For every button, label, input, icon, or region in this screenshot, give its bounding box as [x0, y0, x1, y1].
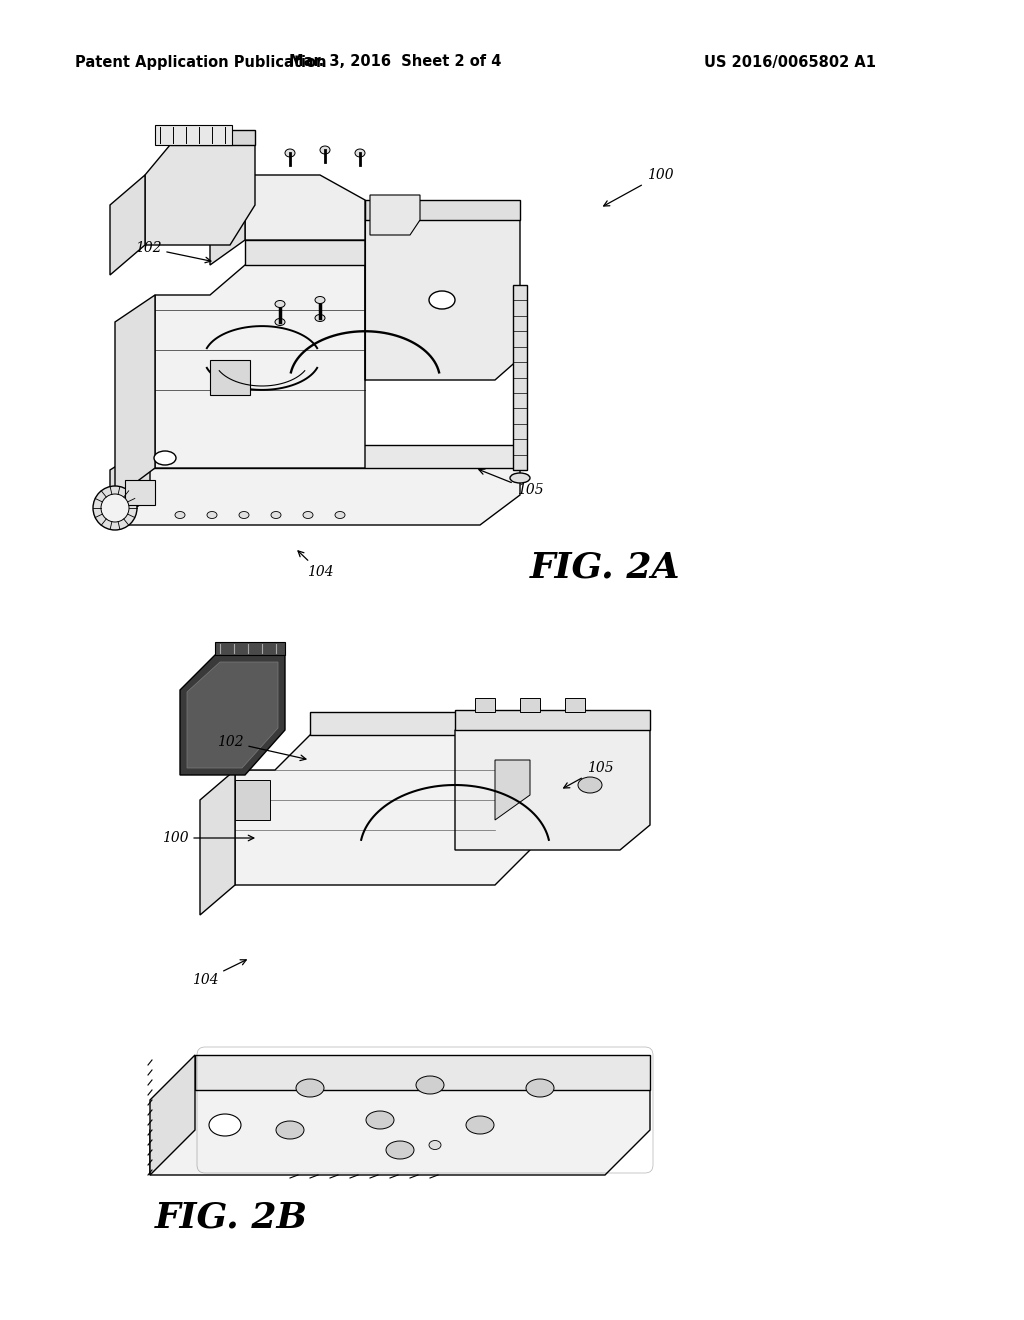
Polygon shape — [475, 698, 495, 711]
Polygon shape — [187, 663, 278, 768]
Ellipse shape — [429, 1140, 441, 1150]
Polygon shape — [110, 469, 520, 525]
Polygon shape — [150, 1055, 195, 1175]
Ellipse shape — [207, 511, 217, 519]
Polygon shape — [200, 770, 234, 915]
Ellipse shape — [355, 149, 365, 157]
Ellipse shape — [275, 301, 285, 308]
Text: FIG. 2B: FIG. 2B — [155, 1201, 308, 1236]
Polygon shape — [565, 698, 585, 711]
Ellipse shape — [285, 149, 295, 157]
Polygon shape — [365, 220, 520, 380]
Polygon shape — [170, 129, 255, 145]
Text: 104: 104 — [191, 960, 246, 987]
Text: 105: 105 — [479, 469, 544, 498]
Text: 102: 102 — [217, 735, 306, 760]
Ellipse shape — [335, 511, 345, 519]
Ellipse shape — [578, 777, 602, 793]
Polygon shape — [495, 760, 530, 820]
Polygon shape — [513, 285, 527, 470]
Polygon shape — [215, 642, 285, 655]
Ellipse shape — [296, 1078, 324, 1097]
Text: 100: 100 — [162, 832, 254, 845]
Ellipse shape — [239, 511, 249, 519]
Ellipse shape — [276, 1121, 304, 1139]
Ellipse shape — [315, 314, 325, 322]
Polygon shape — [245, 176, 365, 240]
Polygon shape — [155, 265, 365, 469]
Ellipse shape — [303, 511, 313, 519]
Ellipse shape — [416, 1076, 444, 1094]
Ellipse shape — [93, 486, 137, 531]
Ellipse shape — [275, 318, 285, 326]
Ellipse shape — [101, 494, 129, 521]
Polygon shape — [210, 360, 250, 395]
Ellipse shape — [209, 1114, 241, 1137]
Text: Mar. 3, 2016  Sheet 2 of 4: Mar. 3, 2016 Sheet 2 of 4 — [289, 54, 501, 70]
Ellipse shape — [510, 473, 530, 483]
Text: US 2016/0065802 A1: US 2016/0065802 A1 — [705, 54, 876, 70]
Text: 100: 100 — [604, 168, 674, 206]
Ellipse shape — [386, 1140, 414, 1159]
Polygon shape — [110, 445, 150, 525]
Polygon shape — [150, 445, 520, 469]
Polygon shape — [245, 240, 365, 265]
Polygon shape — [365, 201, 520, 220]
Polygon shape — [234, 735, 530, 884]
Text: FIG. 2A: FIG. 2A — [530, 550, 681, 585]
Text: Patent Application Publication: Patent Application Publication — [75, 54, 327, 70]
Ellipse shape — [271, 511, 281, 519]
Ellipse shape — [466, 1115, 494, 1134]
Ellipse shape — [175, 511, 185, 519]
Polygon shape — [455, 730, 650, 850]
Ellipse shape — [315, 297, 325, 304]
Ellipse shape — [429, 290, 455, 309]
Polygon shape — [310, 711, 530, 735]
Polygon shape — [150, 1090, 650, 1175]
Text: 105: 105 — [563, 762, 613, 788]
Polygon shape — [520, 698, 540, 711]
Text: 104: 104 — [298, 550, 334, 579]
Polygon shape — [455, 710, 650, 730]
Polygon shape — [125, 480, 155, 506]
Polygon shape — [180, 655, 285, 775]
Polygon shape — [210, 176, 245, 265]
Polygon shape — [110, 176, 145, 275]
Ellipse shape — [503, 772, 527, 788]
Ellipse shape — [366, 1111, 394, 1129]
Polygon shape — [370, 195, 420, 235]
Polygon shape — [155, 125, 232, 145]
Ellipse shape — [154, 451, 176, 465]
Polygon shape — [145, 145, 255, 246]
Polygon shape — [195, 1055, 650, 1090]
Polygon shape — [115, 294, 155, 498]
Ellipse shape — [526, 1078, 554, 1097]
Text: 102: 102 — [135, 242, 211, 263]
Ellipse shape — [319, 147, 330, 154]
Polygon shape — [234, 780, 270, 820]
